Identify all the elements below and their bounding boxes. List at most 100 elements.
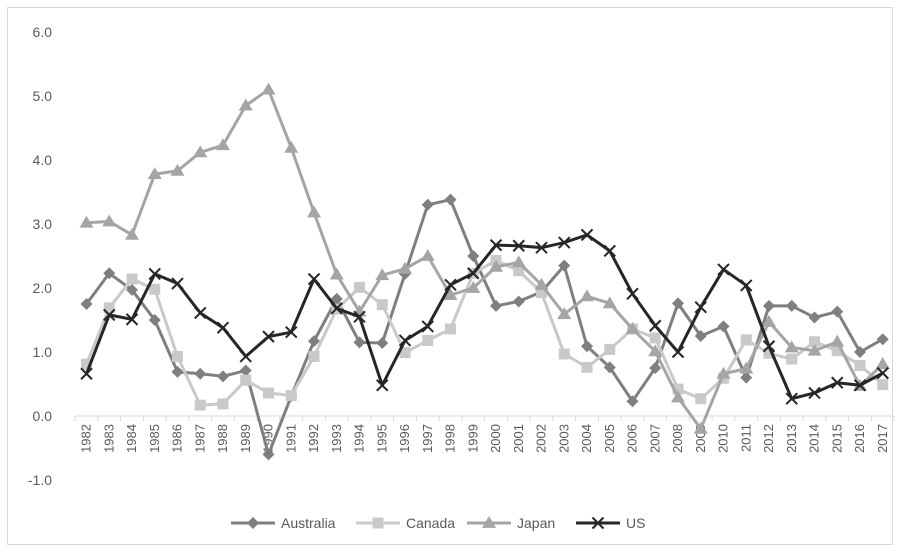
data-point-canada xyxy=(786,353,798,365)
data-point-japan xyxy=(216,138,230,151)
data-point-us xyxy=(580,228,594,242)
data-point-us xyxy=(853,379,867,392)
legend-item-us: US xyxy=(576,515,645,531)
data-point-australia xyxy=(148,314,161,326)
data-point-us xyxy=(762,340,776,353)
data-point-japan xyxy=(398,261,412,274)
data-point-australia xyxy=(672,297,684,310)
y-tick-label: 4.0 xyxy=(33,152,53,168)
x-tick-label: 1983 xyxy=(101,424,116,453)
x-tick-label: 2016 xyxy=(852,424,867,453)
data-point-australia xyxy=(467,250,480,262)
data-point-us xyxy=(398,334,412,347)
legend: Australia Canada Japan US xyxy=(231,515,645,531)
x-axis: 1982 1983 1984 1985 1986 1987 1988 1989 1990 1991… xyxy=(74,415,895,453)
legend-marker-canada xyxy=(372,517,384,529)
data-point-us xyxy=(307,272,321,286)
data-point-australia xyxy=(626,395,639,408)
data-point-japan xyxy=(102,214,117,227)
x-tick-label: 1993 xyxy=(329,424,344,453)
x-tick-label: 1994 xyxy=(352,424,367,453)
x-tick-label: 1985 xyxy=(147,424,162,453)
data-point-canada xyxy=(854,359,866,371)
data-point-canada xyxy=(831,345,843,357)
data-point-us xyxy=(353,310,366,324)
legend-item-japan: Japan xyxy=(467,515,555,531)
data-point-canada xyxy=(308,350,320,362)
data-point-us xyxy=(535,241,548,254)
data-point-australia xyxy=(558,259,571,272)
data-point-japan xyxy=(648,344,663,357)
data-point-australia xyxy=(171,365,184,378)
data-point-japan xyxy=(534,277,549,290)
data-point-canada xyxy=(263,387,274,399)
x-tick-label: 1988 xyxy=(215,424,230,453)
x-tick-label: 1984 xyxy=(124,424,139,453)
data-point-australia xyxy=(694,330,707,342)
data-point-canada xyxy=(172,350,183,362)
data-point-canada xyxy=(149,283,161,295)
data-point-japan xyxy=(716,366,731,379)
data-point-australia xyxy=(353,336,366,349)
data-point-australia xyxy=(603,361,616,374)
data-point-us xyxy=(785,392,798,405)
legend-label-japan: Japan xyxy=(517,515,555,531)
data-point-canada xyxy=(695,393,707,405)
data-point-us xyxy=(103,308,116,322)
x-tick-label: 2003 xyxy=(556,424,571,453)
series-group xyxy=(79,82,890,461)
x-tick-label: 1995 xyxy=(374,424,389,453)
data-point-australia xyxy=(103,267,116,280)
data-point-australia xyxy=(512,295,525,308)
data-point-japan xyxy=(443,288,458,300)
x-tick-label: 1991 xyxy=(283,424,298,453)
data-point-japan xyxy=(284,140,299,153)
data-point-canada xyxy=(581,361,593,373)
x-tick-label: 1989 xyxy=(238,424,253,453)
data-point-us xyxy=(876,366,889,380)
data-point-japan xyxy=(79,215,94,228)
x-tick-label: 2010 xyxy=(716,424,731,453)
data-point-us xyxy=(376,379,389,392)
data-point-canada xyxy=(240,374,252,386)
data-point-japan xyxy=(466,281,481,293)
data-point-us xyxy=(194,306,207,320)
data-point-japan xyxy=(238,98,253,111)
legend-label-us: US xyxy=(626,515,645,531)
data-point-australia xyxy=(194,367,207,380)
data-point-japan xyxy=(261,82,276,95)
data-point-japan xyxy=(375,268,390,281)
x-tick-label: 2006 xyxy=(625,424,640,453)
data-point-us xyxy=(239,350,252,363)
data-point-australia xyxy=(717,320,730,333)
data-point-australia xyxy=(831,305,844,318)
data-point-canada xyxy=(399,347,411,359)
data-point-us xyxy=(694,300,707,314)
data-point-us xyxy=(717,263,730,276)
data-point-japan xyxy=(420,249,435,261)
x-tick-label: 2008 xyxy=(670,424,685,453)
data-point-australia xyxy=(785,299,798,312)
x-tick-label: 2017 xyxy=(875,424,890,453)
data-point-canada xyxy=(194,399,206,411)
data-point-australia xyxy=(239,364,252,377)
data-point-us xyxy=(262,330,275,343)
data-point-japan xyxy=(762,314,776,327)
data-point-canada xyxy=(809,336,820,348)
series-us xyxy=(80,228,889,405)
data-point-japan xyxy=(830,334,845,347)
y-tick-label: 0.0 xyxy=(33,408,53,424)
x-tick-label: 2014 xyxy=(807,424,822,453)
data-point-us xyxy=(558,236,571,249)
data-point-japan xyxy=(625,321,640,334)
data-point-canada xyxy=(217,398,229,410)
x-tick-label: 1992 xyxy=(306,424,321,453)
x-tick-label: 2002 xyxy=(534,424,549,453)
data-point-us xyxy=(330,302,343,315)
data-point-japan xyxy=(170,163,185,176)
data-point-japan xyxy=(671,390,685,403)
data-point-us xyxy=(444,278,457,292)
data-point-australia xyxy=(421,198,434,211)
x-tick-label: 2005 xyxy=(602,424,617,453)
x-tick-label: 2015 xyxy=(829,424,844,453)
